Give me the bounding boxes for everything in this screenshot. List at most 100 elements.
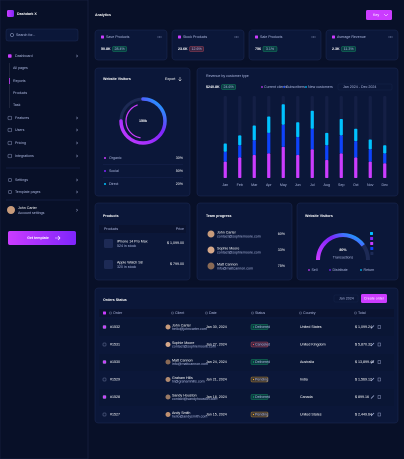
- client-email: hello@andysmith.com: [172, 414, 207, 418]
- client-email: hi@grahamhills.com: [172, 379, 205, 383]
- menu-dot: [159, 36, 160, 38]
- checkbox[interactable]: [102, 412, 107, 417]
- edit-icon[interactable]: [370, 412, 375, 417]
- status-badge: [250, 411, 269, 418]
- order-country: Canada: [300, 395, 313, 399]
- bar-segment: [252, 125, 256, 141]
- client-name: Sandy Houston: [172, 393, 197, 397]
- menu-item[interactable]: All pages: [13, 66, 28, 70]
- menu-item[interactable]: Integrations: [15, 154, 34, 158]
- checkbox[interactable]: [102, 360, 107, 364]
- gauge-arc: [119, 97, 167, 145]
- search-icon: [10, 33, 14, 37]
- product-image: [104, 239, 113, 248]
- date-label: Jan 2024: [339, 296, 354, 300]
- bar-segment: [281, 104, 285, 125]
- column-icon: [251, 311, 254, 315]
- column-icon: [299, 311, 302, 315]
- delete-icon[interactable]: [377, 395, 381, 399]
- bar-segment: [252, 155, 256, 178]
- chart-title: Revenue by customer type: [206, 74, 249, 78]
- menu-chevron: [75, 190, 79, 194]
- menu-item[interactable]: Reports: [13, 79, 26, 83]
- checkbox[interactable]: [102, 395, 107, 399]
- x-tick-label: Nov: [367, 183, 374, 187]
- menu-item[interactable]: Features: [15, 116, 29, 120]
- checkbox[interactable]: [102, 325, 107, 329]
- search-box[interactable]: [5, 28, 79, 42]
- checkbox[interactable]: [103, 311, 106, 315]
- order-total: $ 1,569.12: [355, 377, 372, 381]
- card-title: Website Visitors: [305, 214, 333, 218]
- menu-item[interactable]: Pricing: [15, 141, 26, 145]
- table-header-bg: [99, 309, 394, 317]
- delete-icon[interactable]: [377, 377, 381, 382]
- menu-item[interactable]: Dashboard: [15, 54, 33, 58]
- export-link[interactable]: Export: [165, 77, 175, 81]
- column-header: Price: [176, 227, 184, 231]
- bar-segment: [296, 122, 300, 137]
- status-dot: [252, 326, 255, 328]
- edit-icon[interactable]: [370, 395, 375, 399]
- menu-icon: [8, 54, 12, 58]
- edit-icon[interactable]: [370, 325, 375, 329]
- legend-dot: [104, 183, 106, 185]
- status-badge: [250, 376, 269, 383]
- menu-item[interactable]: Template pages: [15, 190, 41, 194]
- menu-item[interactable]: Task: [13, 103, 21, 107]
- edit-icon[interactable]: [370, 360, 375, 364]
- gauge-tick: [370, 247, 374, 250]
- header-button[interactable]: [366, 10, 392, 20]
- edit-icon[interactable]: [370, 377, 375, 382]
- status-badge: [250, 341, 269, 348]
- delete-icon[interactable]: [377, 325, 381, 329]
- stat-icon: [255, 35, 258, 39]
- status-label: Pending: [255, 412, 268, 416]
- member-email: info@mattcannon.com: [217, 266, 253, 270]
- get-template-button[interactable]: [8, 231, 76, 245]
- card-title: Products: [103, 214, 119, 218]
- order-date: Jan 30, 2024: [206, 325, 227, 329]
- menu-dot: [311, 36, 313, 38]
- column-header: Date: [209, 311, 217, 315]
- menu-dot: [234, 36, 236, 38]
- product-image: [104, 260, 113, 269]
- menu-item[interactable]: Users: [15, 128, 25, 132]
- legend-dot: [104, 157, 106, 159]
- client-email: contact@sandyhouston.com: [172, 397, 217, 401]
- create-order-button[interactable]: [361, 294, 387, 303]
- order-id: #1528: [110, 395, 120, 399]
- delete-icon[interactable]: [377, 412, 381, 417]
- order-country: India: [300, 377, 308, 381]
- checkbox[interactable]: [102, 377, 107, 382]
- client-email: contact@sophiemoore.com: [172, 344, 216, 348]
- client-avatar: [165, 394, 171, 400]
- stat-label: Stock Products: [183, 35, 207, 39]
- member-progress: 75%: [278, 264, 286, 268]
- stat-label: Save Products: [106, 35, 130, 39]
- delete-icon[interactable]: [377, 360, 381, 364]
- delete-icon[interactable]: [377, 342, 381, 347]
- order-date: Jan 15, 2024: [206, 412, 227, 416]
- x-tick-label: Mar: [251, 183, 258, 187]
- column-icon: [171, 311, 174, 315]
- date-picker[interactable]: [337, 83, 393, 91]
- checkbox[interactable]: [102, 342, 107, 347]
- menu-item[interactable]: Products: [13, 91, 27, 95]
- date-picker[interactable]: [333, 294, 359, 303]
- member-name: Sophie Moore: [217, 246, 239, 250]
- status-dot: [252, 378, 255, 381]
- status-badge: [250, 324, 269, 330]
- menu-item[interactable]: Settings: [15, 178, 28, 182]
- bar-segment: [223, 161, 227, 178]
- member-avatar: [207, 262, 215, 270]
- member-email: contact@sophiemoore.com: [217, 250, 261, 254]
- gauge-tick: [370, 232, 373, 235]
- order-total: $ 13,899.48: [355, 360, 374, 364]
- visitors-card: [94, 67, 191, 197]
- row-bg: [99, 319, 394, 336]
- edit-icon[interactable]: [370, 342, 375, 347]
- x-tick-label: Jan: [222, 183, 228, 187]
- client-name: John Carter: [172, 323, 192, 327]
- member-avatar: [207, 246, 215, 254]
